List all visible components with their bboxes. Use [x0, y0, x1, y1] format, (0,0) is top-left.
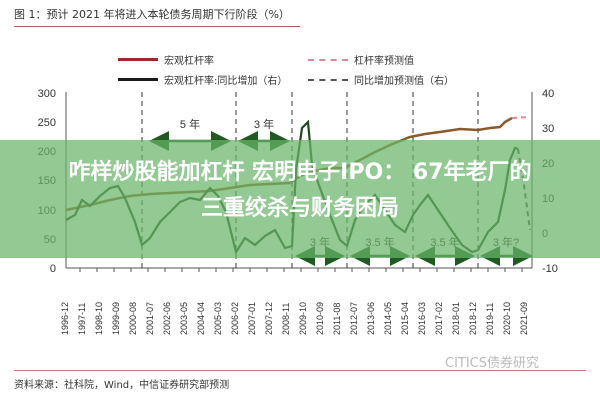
svg-text:2001-07: 2001-07: [145, 302, 155, 335]
svg-text:1998-10: 1998-10: [94, 302, 104, 335]
svg-text:-10: -10: [542, 263, 558, 275]
svg-text:2003-05: 2003-05: [179, 302, 189, 335]
legend-label: 宏观杠杆率: [164, 56, 214, 67]
svg-text:40: 40: [542, 88, 554, 100]
headline-line-1: 咋样炒股能加杠杆 宏明电子IPO： 67年老厂的: [68, 160, 532, 185]
svg-text:300: 300: [38, 88, 56, 100]
svg-text:5 年: 5 年: [180, 117, 200, 131]
svg-text:2015-04: 2015-04: [400, 302, 410, 335]
svg-text:30: 30: [542, 123, 554, 135]
legend-item-yoy-forecast: 同比增加预测值（右）: [308, 72, 454, 87]
series-leverage-forecast: [511, 116, 531, 119]
svg-text:2017-02: 2017-02: [434, 302, 444, 335]
source-note: 资料来源：社科院，Wind，中信证券研究部预测: [14, 380, 230, 391]
svg-text:3 年: 3 年: [254, 117, 274, 131]
legend-item-yoy: 宏观杠杆率:同比增加（右）: [118, 72, 287, 87]
legend-swatch-dashed-pink: [308, 58, 348, 61]
svg-text:2019-11: 2019-11: [485, 303, 495, 335]
x-axis-labels: 1996-12 1997-11 1998-10 1999-09 2000-08 …: [60, 302, 529, 335]
footer-divider: [14, 370, 586, 371]
legend-item-leverage-forecast: 杠杆率预测值: [308, 52, 414, 67]
headline-line-2: 三重绞杀与财务困局: [200, 196, 399, 221]
legend-label: 杠杆率预测值: [354, 56, 414, 67]
svg-text:2002-06: 2002-06: [162, 302, 172, 335]
legend-label: 同比增加预测值（右）: [354, 76, 454, 87]
watermark: CITICS债券研究: [445, 356, 540, 371]
svg-text:2012-07: 2012-07: [349, 302, 359, 335]
legend-swatch-dashed-gray: [308, 78, 348, 81]
svg-text:1997-11: 1997-11: [77, 303, 87, 335]
svg-text:2008-11: 2008-11: [281, 303, 291, 335]
svg-text:2005-03: 2005-03: [213, 302, 223, 335]
svg-text:250: 250: [38, 117, 56, 129]
svg-text:2018-01: 2018-01: [451, 302, 461, 335]
svg-text:2010-09: 2010-09: [315, 302, 325, 335]
svg-text:2006-02: 2006-02: [230, 302, 240, 335]
svg-text:2016-03: 2016-03: [417, 302, 427, 335]
svg-text:2009-10: 2009-10: [298, 302, 308, 335]
chart-title: 图 1：预计 2021 年将进入本轮债务周期下行阶段（%）: [14, 8, 290, 21]
svg-text:2011-08: 2011-08: [332, 303, 342, 335]
svg-text:2018-12: 2018-12: [468, 302, 478, 335]
svg-text:2014-05: 2014-05: [383, 302, 393, 335]
svg-text:2007-12: 2007-12: [264, 302, 274, 335]
legend-item-leverage: 宏观杠杆率: [118, 52, 214, 67]
svg-text:2004-04: 2004-04: [196, 302, 206, 335]
svg-text:2000-08: 2000-08: [128, 302, 138, 335]
headline-text[interactable]: 咋样炒股能加杠杆 宏明电子IPO： 67年老厂的 三重绞杀与财务困局: [0, 155, 600, 227]
svg-text:2020-10: 2020-10: [502, 302, 512, 335]
legend-swatch-solid-black: [118, 78, 158, 81]
legend-label: 宏观杠杆率:同比增加（右）: [164, 76, 288, 87]
legend-swatch-solid-red: [118, 58, 158, 61]
title-divider: [14, 26, 300, 27]
svg-text:1999-09: 1999-09: [111, 302, 121, 335]
svg-text:0: 0: [50, 263, 56, 275]
svg-text:2013-06: 2013-06: [366, 302, 376, 335]
svg-text:1996-12: 1996-12: [60, 302, 70, 335]
svg-text:2007-01: 2007-01: [247, 302, 257, 335]
svg-text:2021-09: 2021-09: [519, 302, 529, 335]
headline-banner: [0, 140, 600, 258]
